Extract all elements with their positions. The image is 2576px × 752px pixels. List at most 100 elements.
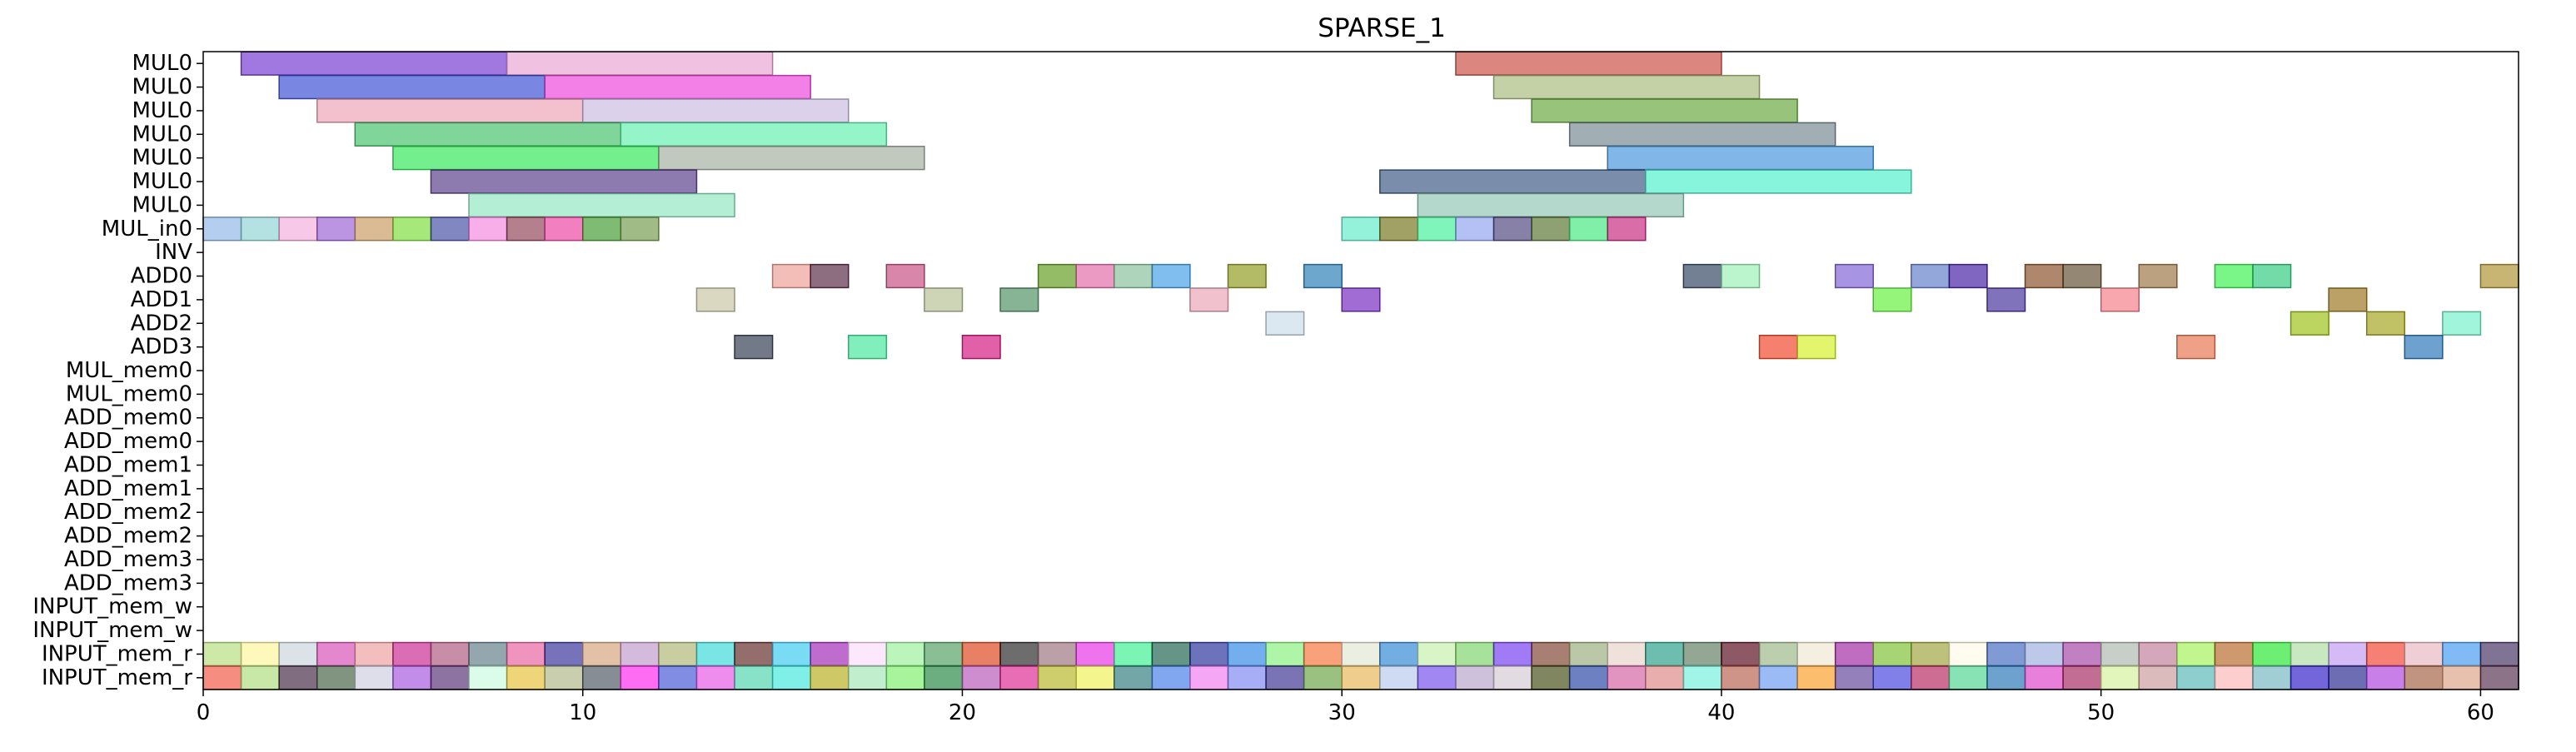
task-bar xyxy=(2176,334,2216,360)
x-tick-label: 10 xyxy=(569,700,596,725)
task-bar xyxy=(581,665,622,690)
task-bar xyxy=(1607,146,1874,171)
y-tick-label: ADD_mem1 xyxy=(64,476,192,501)
task-bar xyxy=(885,641,925,667)
task-bar xyxy=(2328,665,2368,690)
y-tick-label: INPUT_mem_r xyxy=(42,665,192,690)
task-bar xyxy=(2328,287,2368,312)
task-bar xyxy=(1379,217,1419,242)
task-bar xyxy=(2328,641,2368,667)
task-bar xyxy=(2365,665,2406,690)
task-bar xyxy=(658,146,925,171)
task-bar xyxy=(278,74,546,100)
task-bar xyxy=(1265,641,1305,667)
task-bar xyxy=(2024,263,2064,289)
task-bar xyxy=(2404,665,2444,690)
task-bar xyxy=(544,641,584,667)
task-bar xyxy=(544,217,584,242)
task-bar xyxy=(1492,641,1532,667)
y-tick-label: INV xyxy=(155,240,192,265)
task-bar xyxy=(354,122,622,147)
task-bar xyxy=(1417,641,1457,667)
task-bar xyxy=(1758,641,1798,667)
task-bar xyxy=(1682,263,1722,289)
y-tick-label: ADD_mem2 xyxy=(64,500,192,525)
task-bar xyxy=(1531,665,1571,690)
task-bar xyxy=(1037,263,1077,289)
task-bar xyxy=(2290,311,2329,336)
task-bar xyxy=(202,665,242,690)
y-tick-label: MUL_in0 xyxy=(102,217,192,242)
task-bar xyxy=(1531,217,1571,242)
x-tick-label: 30 xyxy=(1328,700,1356,725)
task-bar xyxy=(1075,263,1115,289)
task-bar xyxy=(1758,334,1798,360)
task-bar xyxy=(316,217,356,242)
task-bar xyxy=(1834,263,1874,289)
task-bar xyxy=(581,98,850,123)
task-bar xyxy=(1948,263,1988,289)
task-bar xyxy=(1911,665,1951,690)
task-bar xyxy=(1379,169,1647,194)
task-bar xyxy=(468,217,508,242)
y-tick-label: MUL0 xyxy=(132,98,193,123)
task-bar xyxy=(468,641,508,667)
y-tick-label: MUL_mem0 xyxy=(66,358,192,383)
task-bar xyxy=(202,641,242,667)
task-bar xyxy=(2442,665,2482,690)
task-bar xyxy=(430,665,470,690)
task-bar xyxy=(1492,217,1532,242)
task-bar xyxy=(506,217,546,242)
task-bar xyxy=(848,641,888,667)
task-bar xyxy=(1455,217,1495,242)
y-tick-label: INPUT_mem_w xyxy=(32,618,192,643)
task-bar xyxy=(1986,641,2026,667)
y-tick-label: MUL_mem0 xyxy=(66,381,192,406)
task-bar xyxy=(1531,98,1798,123)
task-bar xyxy=(1645,665,1685,690)
task-bar xyxy=(2290,665,2329,690)
task-bar xyxy=(1682,641,1722,667)
task-bar xyxy=(392,641,432,667)
task-bar xyxy=(1721,641,1761,667)
task-bar xyxy=(1114,641,1153,667)
task-bar xyxy=(2479,641,2519,667)
task-bar xyxy=(2176,641,2216,667)
task-bar xyxy=(2138,665,2178,690)
task-bar xyxy=(354,665,394,690)
y-tick-label: ADD_mem0 xyxy=(64,429,192,454)
task-bar xyxy=(1341,641,1381,667)
task-bar xyxy=(924,665,964,690)
task-bar xyxy=(1341,665,1381,690)
task-bar xyxy=(620,217,660,242)
task-bar xyxy=(734,334,774,360)
y-tick-label: ADD3 xyxy=(131,335,192,360)
y-tick-label: MUL0 xyxy=(132,122,193,147)
y-tick-label: ADD_mem3 xyxy=(64,570,192,595)
y-tick-label: MUL0 xyxy=(132,75,193,100)
task-bar xyxy=(2479,665,2519,690)
task-bar xyxy=(1455,51,1722,76)
task-bar xyxy=(1682,665,1722,690)
task-bar xyxy=(2176,665,2216,690)
task-bar xyxy=(1721,665,1761,690)
task-bar xyxy=(2062,641,2102,667)
task-bar xyxy=(581,217,622,242)
x-tick-label: 0 xyxy=(197,700,211,725)
task-bar xyxy=(961,334,1001,360)
task-bar xyxy=(2290,641,2329,667)
chart-title: SPARSE_1 xyxy=(1318,13,1446,43)
task-bar xyxy=(848,334,888,360)
y-tick-label: INPUT_mem_w xyxy=(32,595,192,620)
y-tick-label: ADD0 xyxy=(131,264,192,289)
task-bar xyxy=(771,641,811,667)
task-bar xyxy=(885,263,925,289)
task-bar xyxy=(1872,641,1912,667)
task-bars xyxy=(202,51,2519,690)
task-bar xyxy=(468,192,735,218)
task-bar xyxy=(430,217,470,242)
task-bar xyxy=(2138,641,2178,667)
task-bar xyxy=(1417,665,1457,690)
task-bar xyxy=(1265,311,1305,336)
